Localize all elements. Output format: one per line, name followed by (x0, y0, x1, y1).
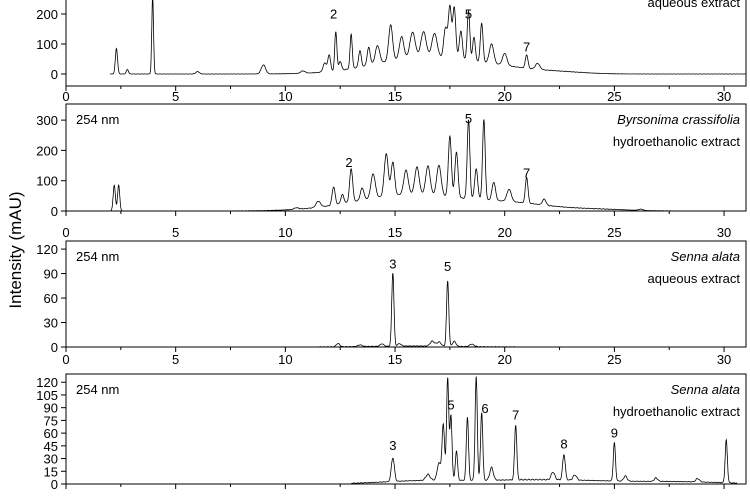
peak-label: 9 (611, 425, 618, 440)
chromatogram-trace (109, 119, 746, 212)
chart-panel-4: 0153045607590105120051015202530356789254… (36, 373, 747, 499)
y-tick-label: 90 (44, 401, 58, 416)
y-tick-label: 60 (44, 291, 58, 306)
y-tick-label: 200 (36, 7, 58, 22)
peak-label: 8 (560, 436, 567, 451)
panel-frame (65, 240, 747, 348)
peak-label: 7 (523, 40, 530, 55)
panel-frame (65, 0, 747, 87)
y-tick-label: 120 (36, 375, 58, 390)
x-tick-label: 10 (278, 225, 292, 240)
y-tick-label: 30 (44, 452, 58, 467)
x-tick-label: 30 (717, 89, 731, 104)
peak-label: 2 (330, 7, 337, 22)
peak-label: 3 (389, 257, 396, 272)
peak-label: 7 (512, 408, 519, 423)
extract-type: hydroethanolic extract (613, 404, 741, 419)
x-tick-label: 0 (62, 225, 69, 240)
y-tick-label: 105 (36, 388, 58, 403)
y-tick-label: 0 (51, 340, 58, 355)
y-tick-label: 0 (51, 204, 58, 219)
peak-label: 7 (523, 166, 530, 181)
peak-label: 6 (481, 401, 488, 416)
peak-label: 5 (465, 7, 472, 22)
y-tick-label: 15 (44, 464, 58, 479)
x-tick-label: 0 (62, 89, 69, 104)
y-tick-label: 120 (36, 242, 58, 257)
y-tick-label: 30 (44, 316, 58, 331)
sample-name: Senna alata (671, 382, 740, 397)
y-tick-label: 45 (44, 439, 58, 454)
x-tick-label: 30 (717, 225, 731, 240)
x-tick-label: 0 (62, 352, 69, 367)
sample-name: Senna alata (671, 249, 740, 264)
peak-label: 5 (444, 259, 451, 274)
panel-frame (65, 373, 747, 485)
x-tick-label: 25 (607, 225, 621, 240)
extract-type: hydroethanolic extract (613, 134, 741, 149)
x-tick-label: 10 (278, 89, 292, 104)
peak-label: 3 (389, 438, 396, 453)
wavelength-label: 254 nm (76, 112, 119, 127)
x-tick-label: 15 (388, 225, 402, 240)
y-tick-label: 100 (36, 37, 58, 52)
extract-type: aqueous extract (647, 0, 740, 10)
x-tick-label: 20 (497, 225, 511, 240)
x-tick-label: 30 (717, 352, 731, 367)
y-tick-label: 75 (44, 413, 58, 428)
x-tick-label: 10 (278, 352, 292, 367)
y-tick-label: 60 (44, 426, 58, 441)
wavelength-label: 254 nm (76, 382, 119, 397)
chromatogram-trace (318, 273, 516, 348)
peak-label: 5 (465, 111, 472, 126)
x-tick-label: 25 (607, 89, 621, 104)
y-tick-label: 90 (44, 267, 58, 282)
peak-label: 2 (345, 155, 352, 170)
peak-label: 5 (447, 397, 454, 412)
chromatogram-trace (351, 376, 738, 484)
wavelength-label: 254 nm (76, 249, 119, 264)
y-tick-label: 0 (51, 67, 58, 82)
y-axis-label: Intensity (mAU) (6, 191, 25, 308)
y-tick-label: 0 (51, 477, 58, 492)
x-tick-label: 15 (388, 352, 402, 367)
y-tick-label: 200 (36, 143, 58, 158)
x-tick-label: 25 (607, 352, 621, 367)
extract-type: aqueous extract (647, 271, 740, 286)
x-tick-label: 15 (388, 89, 402, 104)
x-tick-label: 5 (172, 225, 179, 240)
sample-name: Byrsonima crassifolia (617, 112, 740, 127)
panel-frame (65, 103, 747, 212)
x-tick-label: 20 (497, 89, 511, 104)
chromatogram-trace (109, 0, 746, 75)
y-tick-label: 100 (36, 174, 58, 189)
x-tick-label: 5 (172, 89, 179, 104)
x-tick-label: 20 (497, 352, 511, 367)
x-tick-label: 5 (172, 352, 179, 367)
y-tick-label: 300 (36, 113, 58, 128)
